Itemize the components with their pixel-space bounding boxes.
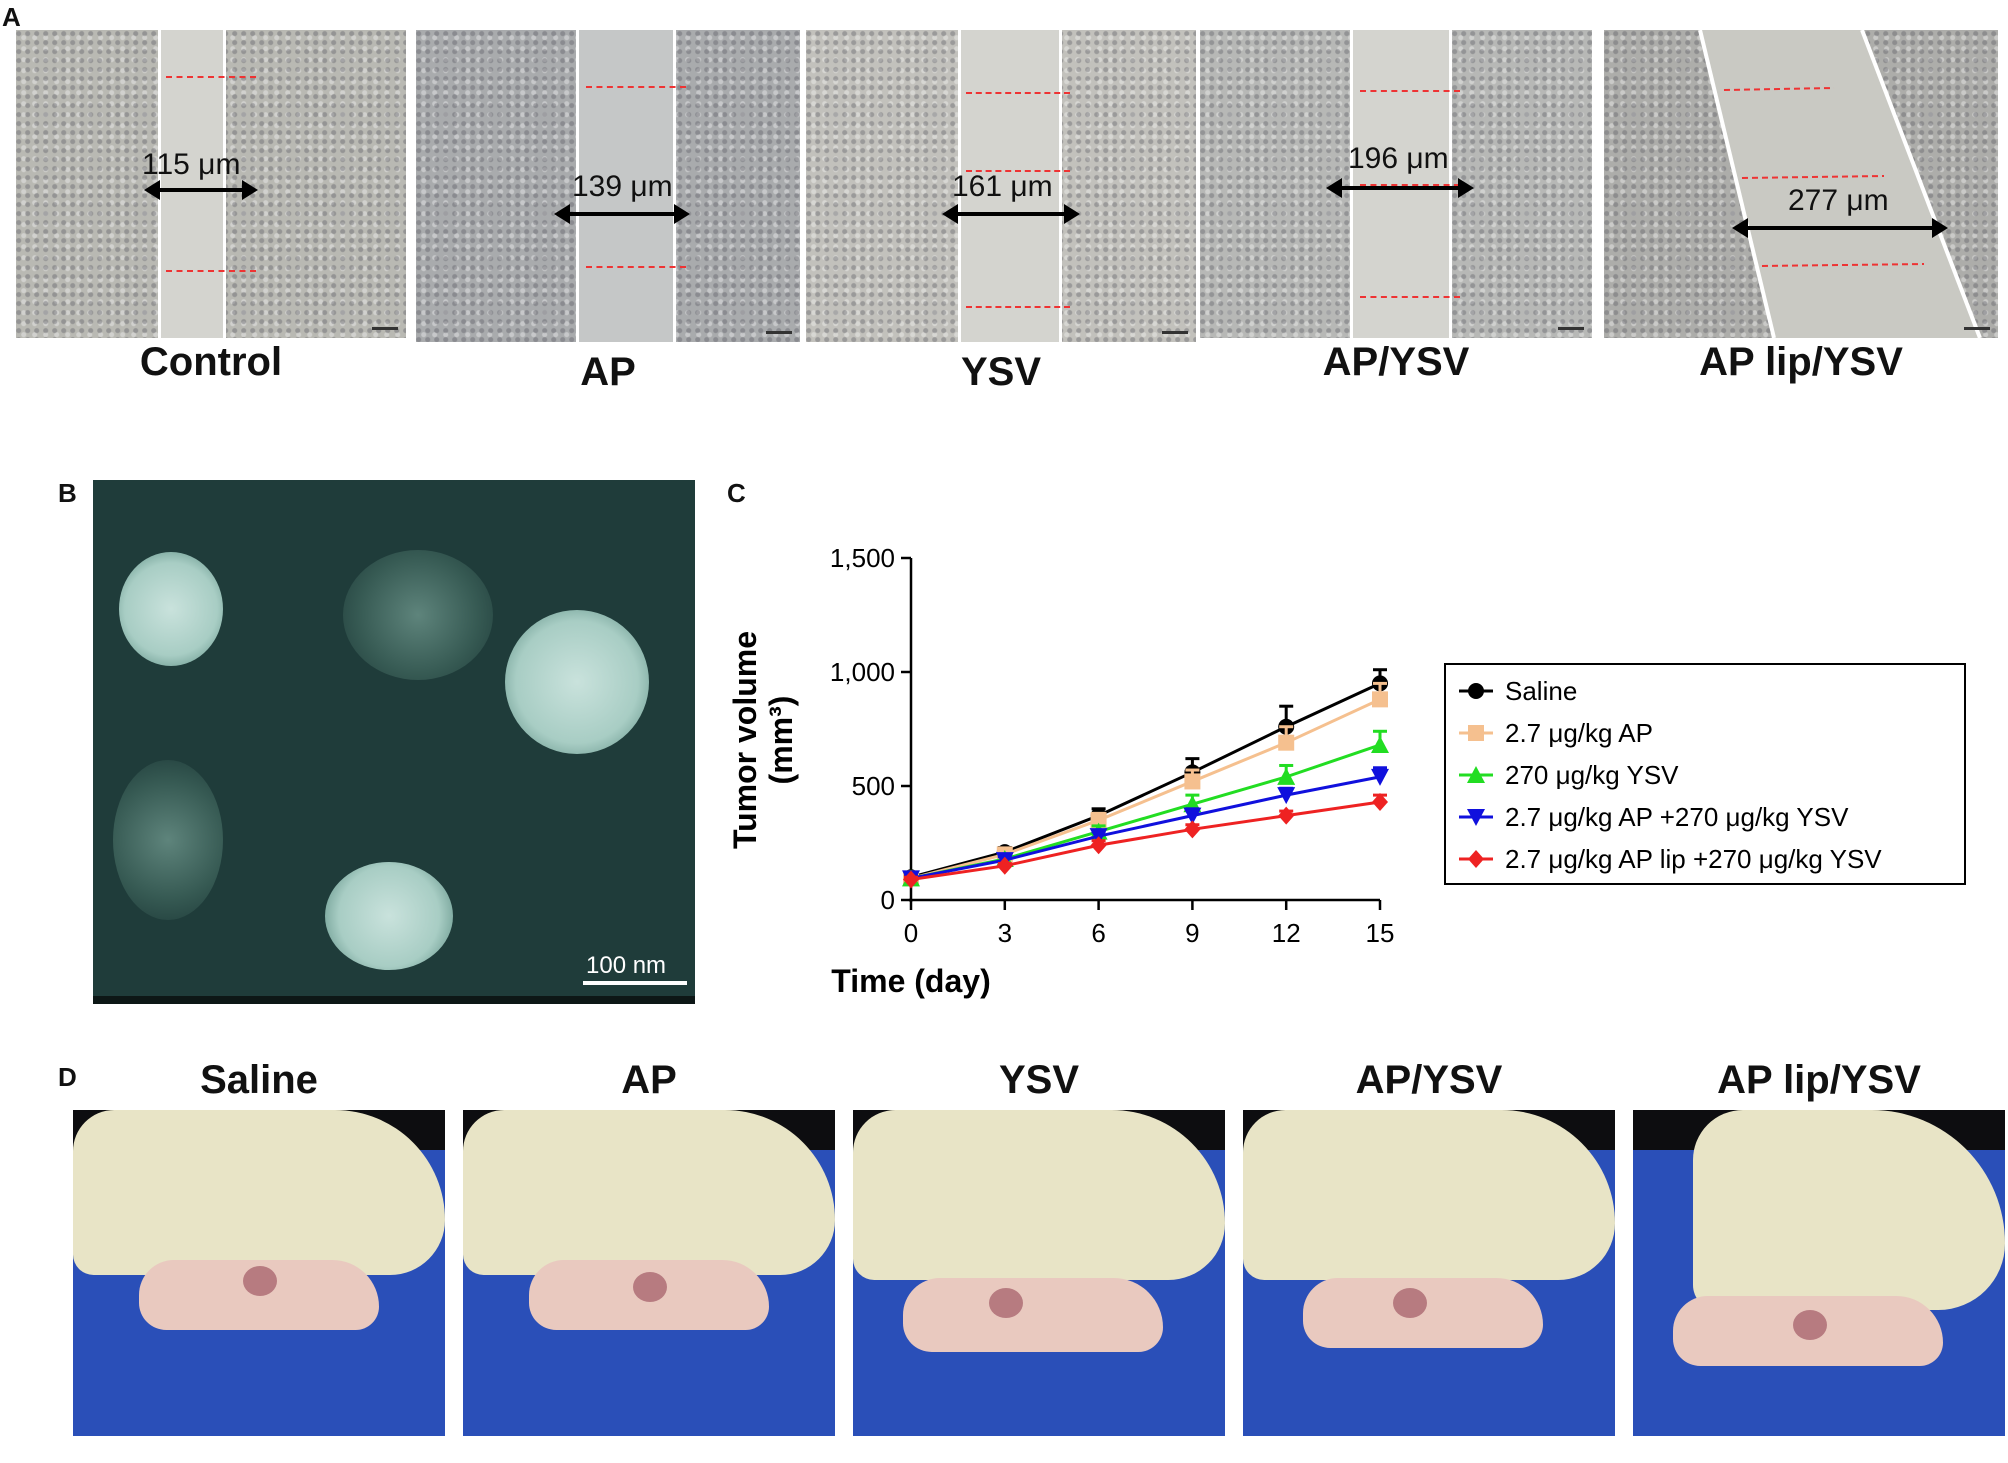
- series-saline: [903, 668, 1388, 886]
- mouse-label-ap-lip-ysv: AP lip/YSV: [1717, 1058, 1921, 1102]
- tem-image: [93, 480, 695, 1004]
- mouse-photo-ysv: [853, 1110, 1225, 1436]
- scale-bar: [1964, 327, 1990, 330]
- data-point: [1277, 767, 1296, 785]
- scratch-label-ysv: YSV: [960, 350, 1042, 394]
- series-2-7-g-kg-ap: [903, 681, 1388, 887]
- y-tick-label: 1,000: [830, 657, 895, 687]
- data-point: [1184, 820, 1201, 839]
- tem-scale-bar: [583, 981, 687, 985]
- panel-label-d: D: [58, 1062, 77, 1092]
- scratch-label-control: Control: [139, 340, 283, 384]
- scratch-image-ap-lip-ysv: 277 μm: [1604, 30, 1998, 338]
- mouse-photo-ap: [463, 1110, 835, 1436]
- data-point: [1278, 806, 1295, 825]
- data-point: [1468, 683, 1484, 699]
- data-point: [1467, 766, 1485, 783]
- series-line: [910, 800, 1381, 881]
- scratch-label-ap-ysv: AP/YSV: [1322, 340, 1470, 384]
- scratch-width-label: 139 μm: [572, 170, 673, 203]
- data-point: [1468, 725, 1484, 741]
- mouse-label-ap-ysv: AP/YSV: [1355, 1058, 1503, 1102]
- mouse-label-ysv: YSV: [998, 1058, 1080, 1102]
- scratch-width-label: 196 μm: [1348, 142, 1449, 175]
- data-point: [1371, 768, 1389, 786]
- mouse-label-ap: AP: [621, 1058, 677, 1102]
- panel-label-b: B: [58, 478, 77, 508]
- y-tick-label: 500: [852, 771, 895, 801]
- x-tick-label: 6: [1091, 918, 1105, 948]
- legend-label: 2.7 μg/kg AP: [1505, 718, 1653, 748]
- scale-bar: [1558, 327, 1584, 330]
- width-arrow: [144, 180, 258, 200]
- data-point: [1184, 773, 1201, 790]
- legend-box: [1444, 663, 1966, 885]
- panel-label-c: C: [727, 478, 746, 508]
- data-point: [1090, 812, 1107, 829]
- scratch-image-ap-ysv: 196 μm: [1200, 30, 1592, 338]
- scale-bar: [1162, 331, 1188, 334]
- data-point: [1372, 792, 1388, 811]
- width-arrow: [554, 204, 690, 224]
- data-point: [996, 856, 1013, 875]
- y-axis-label: Tumor volume(mm³): [727, 631, 799, 849]
- scratch-width-label: 277 μm: [1788, 184, 1889, 217]
- series-line: [910, 775, 1381, 880]
- x-axis-label: Time (day): [831, 963, 990, 999]
- y-tick-label: 1,500: [830, 543, 895, 573]
- y-tick-label: 0: [881, 885, 895, 915]
- data-point: [1277, 787, 1296, 805]
- mouse-photo-ap-lip-ysv: [1633, 1110, 2005, 1436]
- tem-scale-label: 100 nm: [586, 952, 667, 979]
- series-line: [910, 682, 1381, 879]
- scratch-image-ysv: 161 μm: [806, 30, 1196, 342]
- data-point: [1278, 734, 1295, 751]
- mouse-label-saline: Saline: [200, 1058, 318, 1102]
- data-point: [1467, 809, 1485, 826]
- mouse-photo-ap-ysv: [1243, 1110, 1615, 1436]
- legend-label: 2.7 μg/kg AP lip +270 μg/kg YSV: [1505, 844, 1882, 874]
- width-arrow: [1732, 218, 1948, 238]
- mouse-photo-saline: [73, 1110, 445, 1436]
- scratch-image-control: 115 μm: [16, 30, 406, 338]
- data-point: [903, 870, 919, 889]
- data-point: [1372, 691, 1388, 708]
- width-arrow: [942, 204, 1080, 224]
- panel-label-a: A: [2, 2, 21, 32]
- legend-label: Saline: [1505, 676, 1577, 706]
- legend-label: 270 μg/kg YSV: [1505, 760, 1679, 790]
- scale-bar: [766, 331, 792, 334]
- series-line: [910, 697, 1381, 880]
- data-point: [1468, 850, 1484, 868]
- scratch-width-label: 161 μm: [952, 170, 1053, 203]
- x-tick-label: 12: [1272, 918, 1301, 948]
- scale-bar: [372, 327, 398, 330]
- x-tick-label: 3: [998, 918, 1012, 948]
- x-tick-label: 9: [1185, 918, 1199, 948]
- x-tick-label: 0: [904, 918, 918, 948]
- data-point: [1371, 735, 1389, 753]
- scratch-label-ap-lip-ysv: AP lip/YSV: [1699, 340, 1903, 384]
- legend-label: 2.7 μg/kg AP +270 μg/kg YSV: [1505, 802, 1849, 832]
- x-tick-label: 15: [1366, 918, 1395, 948]
- tumor-volume-chart: 0 500 1,000 1,500 0 3 6 9 12 15 Saline 2.7 μg/kg A…: [727, 543, 1966, 999]
- width-arrow: [1326, 178, 1474, 198]
- series-2-7-g-kg-ap-lip-270-g-kg-ysv: [903, 792, 1388, 889]
- scratch-width-label: 115 μm: [142, 148, 241, 181]
- scratch-image-ap: 139 μm: [416, 30, 800, 342]
- data-point: [1183, 807, 1202, 825]
- scratch-label-ap: AP: [580, 350, 636, 394]
- tem-footer-bar: [93, 996, 695, 1004]
- data-point: [1090, 836, 1107, 855]
